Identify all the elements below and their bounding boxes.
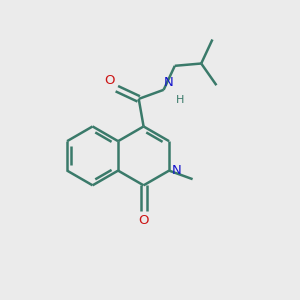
Text: O: O [138,214,149,226]
Text: H: H [176,95,184,105]
Text: O: O [104,74,115,87]
Text: N: N [171,164,181,177]
Text: N: N [164,76,174,89]
